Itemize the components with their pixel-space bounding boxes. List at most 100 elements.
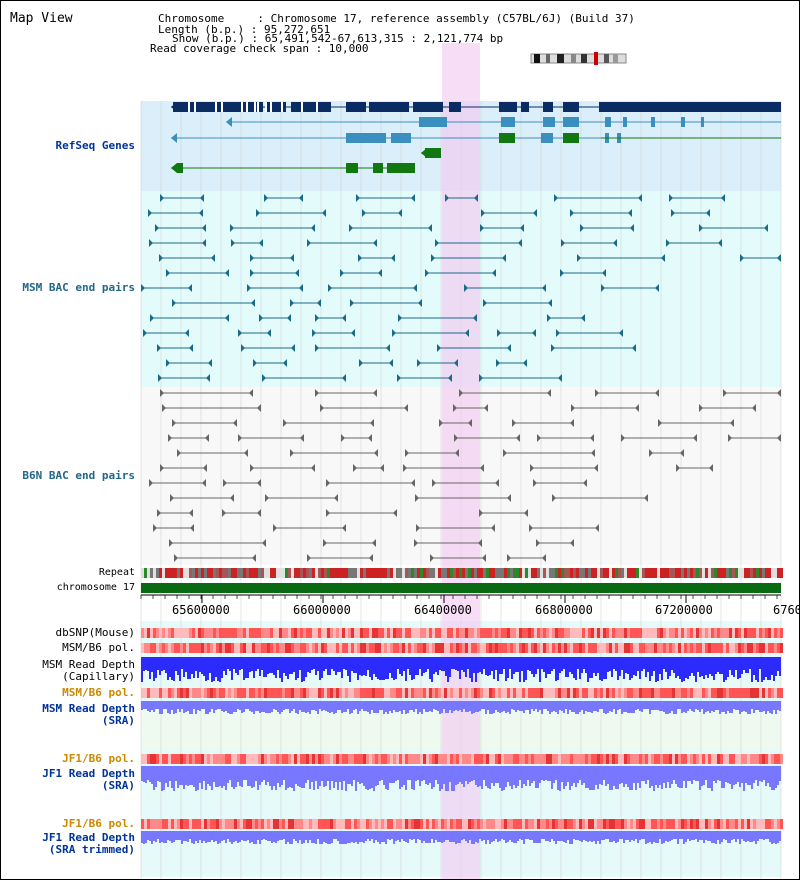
jf1-trimmed-depth-bar [715,831,717,844]
msm-capillary-depth-bar [587,657,589,682]
dbsnp-strip [156,628,159,638]
repeat-segment [321,568,324,578]
jf1-read-depth-trimmed-label[interactable]: JF1 Read Depth (SRA trimmed) [42,831,135,856]
jf1-b6-pol-trimmed-strip [393,819,396,829]
msm-sra-depth-bar [305,701,307,713]
jf1-b6-pol-trimmed-strip [747,819,750,829]
dbsnp-strip [660,628,663,638]
jf1-b6-pol-strip [657,754,660,764]
msm-bac-pair-end [392,329,396,337]
msm-b6-pol-sra-strip [525,688,528,698]
jf1-b6-pol-trimmed-strip [729,819,732,829]
msm-b6-pol-strip [774,643,777,653]
chromosome-ideogram [530,53,627,64]
repeat-segment [621,568,624,578]
jf1-b6-pol-trimmed-strip [246,819,249,829]
msm-sra-depth-bar [511,701,513,709]
refseq-genes-label[interactable]: RefSeq Genes [55,139,135,152]
b6n-bac-pair-end [583,479,587,487]
jf1-b6-pol-trimmed-strip [654,819,657,829]
msm-bac-pair-end [155,224,159,232]
msm-b6-pol-sra-strip [489,688,492,698]
msm-b6-pol-strip [495,643,498,653]
msm-sra-depth-bar [555,701,557,712]
repeat-segment [453,568,456,578]
b6n-bac-label[interactable]: B6N BAC end pairs [22,469,135,482]
jf1-b6-pol-strip [366,754,369,764]
jf1-b6-pol-label[interactable]: JF1/B6 pol. [62,752,135,765]
msm-sra-depth-bar [775,701,777,714]
b6n-bac-pair-end [512,419,516,427]
jf1-b6-pol-trimmed-strip [594,819,597,829]
msm-b6-pol-sra-strip [633,688,636,698]
msm-sra-depth-bar [573,701,575,712]
jf1-sra-depth-bar [517,766,519,786]
jf1-sra-depth-bar [569,766,571,790]
repeat-segment [702,568,705,578]
jf1-b6-pol-strip [564,754,567,764]
jf1-sra-depth-bar [491,766,493,783]
jf1-sra-depth-bar [673,766,675,780]
msm-capillary-depth-bar [623,657,625,679]
msm-b6-pol-strip [759,643,762,653]
msm-capillary-depth-bar [665,657,667,672]
jf1-sra-depth-bar [207,766,209,784]
jf1-b6-pol-strip [567,754,570,764]
msm-sra-depth-bar [255,701,257,711]
msm-b6-pol-sra-label[interactable]: MSM/B6 pol. [62,686,135,699]
jf1-b6-pol-trimmed-strip [495,819,498,829]
jf1-b6-pol-trimmed-label[interactable]: JF1/B6 pol. [62,817,135,830]
jf1-b6-pol-trimmed-strip [183,819,186,829]
msm-bac-pair-end [225,314,229,322]
jf1-sra-depth-bar [161,766,163,791]
jf1-b6-pol-trimmed-strip [675,819,678,829]
jf1-trimmed-depth-bar [403,831,405,841]
msm-bac-pair-end [225,269,229,277]
jf1-sra-depth-bar [753,766,755,783]
jf1-sra-depth-bar [545,766,547,780]
jf1-b6-pol-trimmed-strip [294,819,297,829]
msm-read-depth-capillary-label[interactable]: MSM Read Depth (Capillary) [42,658,135,683]
jf1-sra-depth-bar [217,766,219,787]
repeat-segment [204,568,207,578]
jf1-trimmed-depth-bar [209,831,211,842]
msm-b6-pol-strip [222,643,225,653]
msm-b6-pol-sra-strip [618,688,621,698]
jf1-trimmed-depth-bar [215,831,217,841]
jf1-trimmed-depth-bar [641,831,643,839]
b6n-bac-pair-end [658,419,662,427]
repeat-segment [396,568,399,578]
jf1-b6-pol-trimmed-strip [666,819,669,829]
msm-b6-pol-sra-strip [498,688,501,698]
msm-sra-depth-bar [679,701,681,709]
msm-read-depth-sra-label[interactable]: MSM Read Depth (SRA) [42,702,135,727]
msm-b6-pol-label[interactable]: MSM/B6 pol. [62,641,135,654]
jf1-read-depth-sra-label[interactable]: JF1 Read Depth (SRA) [42,767,135,792]
msm-b6-pol-sra-strip [771,688,774,698]
dbsnp-label[interactable]: dbSNP(Mouse) [55,626,135,639]
jf1-b6-pol-strip [771,754,774,764]
jf1-b6-pol-strip [774,754,777,764]
jf1-b6-pol-strip [459,754,462,764]
jf1-trimmed-depth-bar [519,831,521,839]
msm-b6-pol-sra-strip [432,688,435,698]
msm-bac-pair-end [464,284,468,292]
jf1-sra-depth-bar [575,766,577,787]
msm-b6-pol-sra-strip [453,688,456,698]
msm-capillary-depth-bar [515,657,517,672]
jf1-trimmed-depth-bar [649,831,651,842]
ruler-tick-label: 66000000 [293,603,351,617]
msm-sra-depth-bar [355,701,357,709]
msm-sra-depth-bar [595,701,597,711]
msm-b6-pol-strip [453,643,456,653]
jf1-sra-depth-bar [371,766,373,788]
jf1-sra-depth-bar [453,766,455,791]
dbsnp-strip [555,628,558,638]
jf1-b6-pol-strip [201,754,204,764]
jf1-trimmed-depth-bar [597,831,599,841]
jf1-trimmed-depth-bar [647,831,649,843]
msm-bac-label[interactable]: MSM BAC end pairs [22,281,135,294]
msm-sra-depth-bar [445,701,447,713]
msm-bac-pair-end [481,209,485,217]
